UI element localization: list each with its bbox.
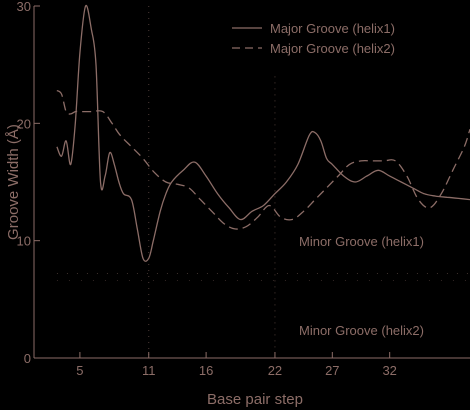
- series-line-helix1: [56, 4, 470, 262]
- legend-label-helix2: Major Groove (helix2): [270, 41, 395, 56]
- x-tick-label-22: 22: [268, 363, 282, 378]
- series-line-helix2: [56, 89, 470, 230]
- annotation-minor-helix2: Minor Groove (helix2): [299, 323, 424, 338]
- y-tick-label-10: 10: [17, 234, 31, 249]
- y-tick-label-0: 0: [24, 351, 31, 366]
- axes: [33, 6, 470, 359]
- x-tick-label-32: 32: [382, 363, 396, 378]
- x-axis-label: Base pair step: [207, 391, 303, 408]
- legend: Major Groove (helix1) Major Groove (heli…: [232, 21, 395, 56]
- minor-groove-markers: [56, 6, 470, 358]
- x-tick-label-11: 11: [142, 363, 156, 378]
- x-tick-label-16: 16: [199, 363, 213, 378]
- x-tick-label-5: 5: [76, 363, 83, 378]
- series-layer: [56, 4, 470, 262]
- y-tick-label-20: 20: [17, 116, 31, 131]
- legend-label-helix1: Major Groove (helix1): [270, 21, 395, 36]
- ticks: 5 11 16 22 27 32 0 10 20 30: [17, 0, 397, 378]
- x-tick-label-27: 27: [325, 363, 339, 378]
- y-axis-label: Groove Width (Å): [5, 124, 22, 240]
- annotation-minor-helix1: Minor Groove (helix1): [299, 234, 424, 249]
- y-tick-label-30: 30: [17, 0, 31, 14]
